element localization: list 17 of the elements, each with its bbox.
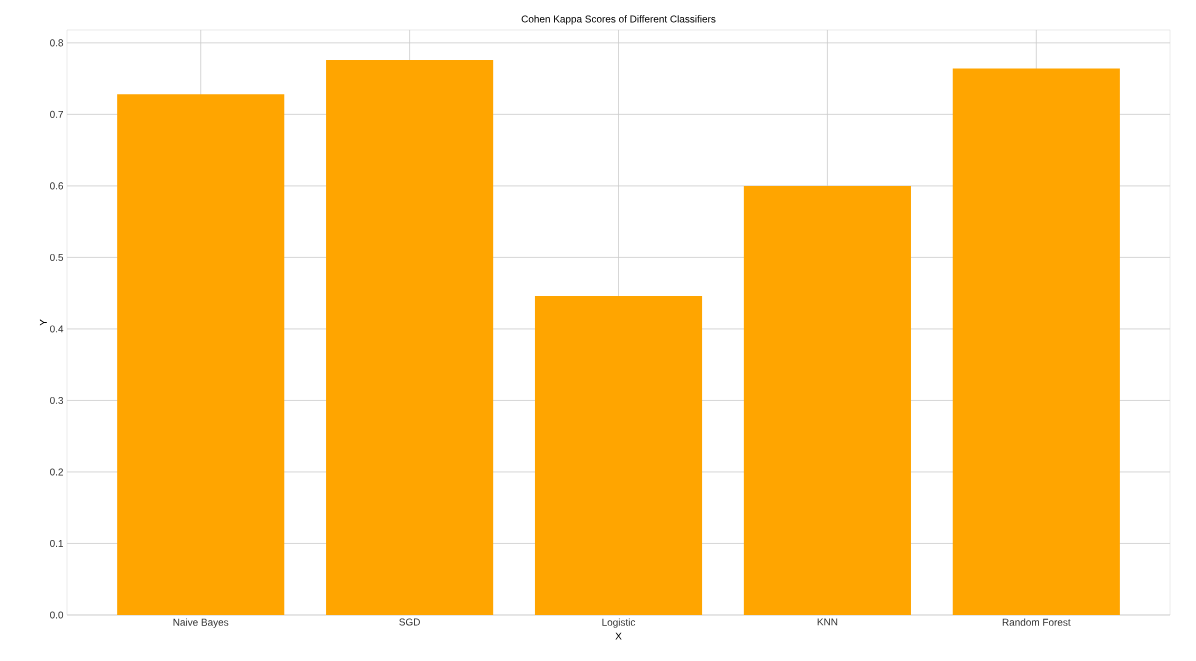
x-tick-label: KNN bbox=[817, 618, 838, 626]
x-tick-label: Logistic bbox=[602, 618, 636, 628]
y-tick-label: 0.7 bbox=[50, 110, 63, 118]
x-tick-label: SGD bbox=[399, 618, 420, 626]
y-tick-label: 0.1 bbox=[50, 539, 64, 547]
y-tick-label: 0.3 bbox=[50, 396, 64, 404]
x-tick-label: Naive Bayes bbox=[173, 618, 229, 628]
y-tick-label: 0.2 bbox=[50, 468, 63, 476]
y-tick-label: 0.8 bbox=[50, 39, 64, 47]
y-tick-label: 0.4 bbox=[50, 325, 64, 333]
y-tick-label: 0.5 bbox=[50, 253, 64, 261]
x-tick-label: Random Forest bbox=[1002, 618, 1071, 626]
chart-title: Cohen Kappa Scores of Different Classifiers bbox=[521, 15, 716, 25]
y-tick-label: 0.6 bbox=[50, 182, 64, 190]
x-axis-title: X bbox=[615, 632, 622, 640]
y-axis-title: Y bbox=[39, 319, 47, 326]
y-tick-label: 0.0 bbox=[50, 611, 64, 619]
